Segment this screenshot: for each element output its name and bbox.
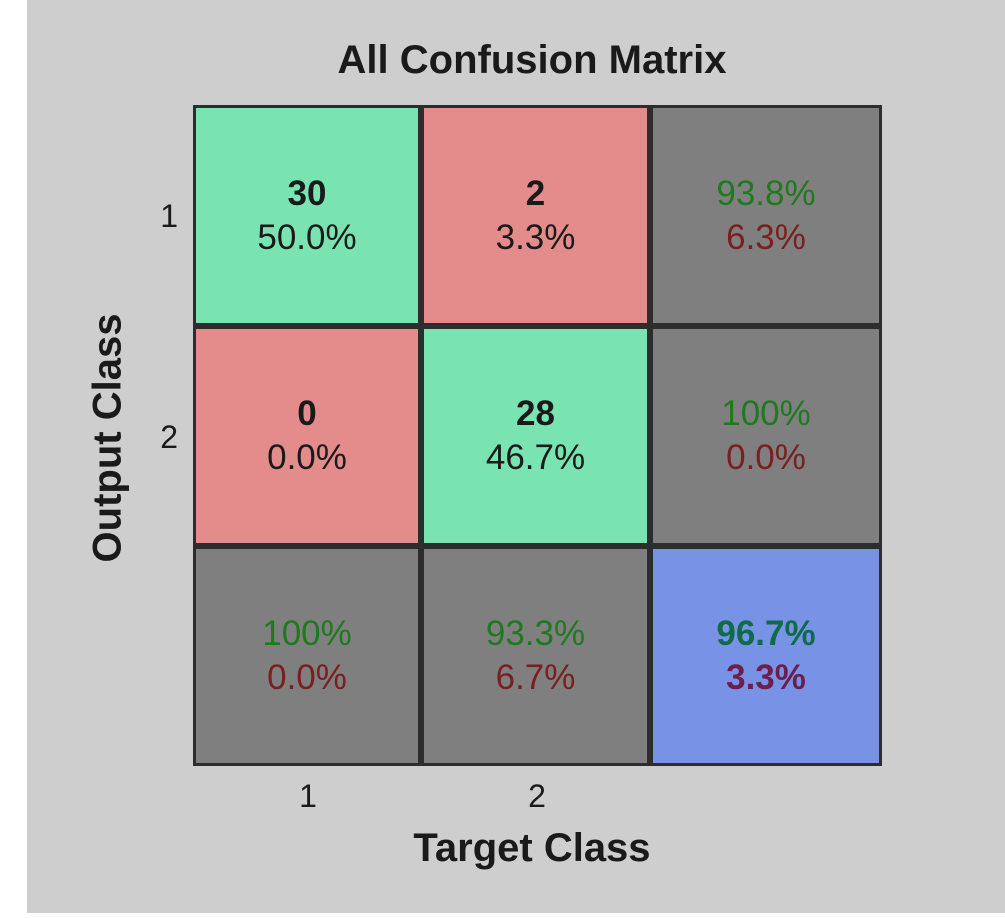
matrix-cell-r2-c3: 100% 0.0% [650, 326, 882, 546]
cell-secondary-value: 0.0% [267, 438, 347, 477]
matrix-cell-r3-c3: 96.7% 3.3% [650, 546, 882, 766]
chart-title: All Confusion Matrix [337, 38, 727, 82]
cell-primary-value: 28 [516, 394, 555, 433]
cell-primary-value: 2 [525, 173, 546, 213]
matrix-cell-r2-c1: 0 0.0% [193, 326, 421, 546]
confusion-matrix-grid: 30 50.0% 2 3.3% 93.8% 6.3% 0 0.0% 28 46.7% 100% 0.0… [193, 105, 882, 766]
x-axis-label: Target Class [413, 826, 651, 870]
y-tick-label-1: 1 [160, 198, 178, 234]
cell-secondary-value: 3.3% [726, 658, 806, 697]
y-axis-label: Output Class [85, 313, 130, 563]
matrix-cell-r1-c3: 93.8% 6.3% [650, 105, 882, 326]
cell-primary-value: 93.8% [716, 173, 816, 213]
matrix-cell-r1-c2: 2 3.3% [421, 105, 650, 326]
cell-primary-value: 96.7% [716, 614, 816, 653]
cell-secondary-value: 3.3% [495, 217, 576, 257]
cell-secondary-value: 6.7% [495, 658, 576, 697]
cell-primary-value: 30 [287, 173, 327, 213]
x-tick-label-1: 1 [299, 778, 317, 814]
cell-secondary-value: 50.0% [257, 217, 357, 257]
cell-secondary-value: 46.7% [485, 438, 586, 477]
matrix-cell-r1-c1: 30 50.0% [193, 105, 421, 326]
cell-primary-value: 100% [721, 394, 811, 433]
cell-primary-value: 0 [297, 394, 317, 433]
cell-secondary-value: 0.0% [267, 658, 347, 697]
y-tick-label-2: 2 [160, 419, 178, 455]
matrix-cell-r2-c2: 28 46.7% [421, 326, 650, 546]
cell-primary-value: 93.3% [485, 614, 586, 653]
x-tick-label-2: 2 [528, 778, 546, 814]
cell-secondary-value: 0.0% [726, 438, 806, 477]
cell-secondary-value: 6.3% [726, 217, 806, 257]
cell-primary-value: 100% [262, 614, 352, 653]
matrix-cell-r3-c1: 100% 0.0% [193, 546, 421, 766]
matrix-cell-r3-c2: 93.3% 6.7% [421, 546, 650, 766]
